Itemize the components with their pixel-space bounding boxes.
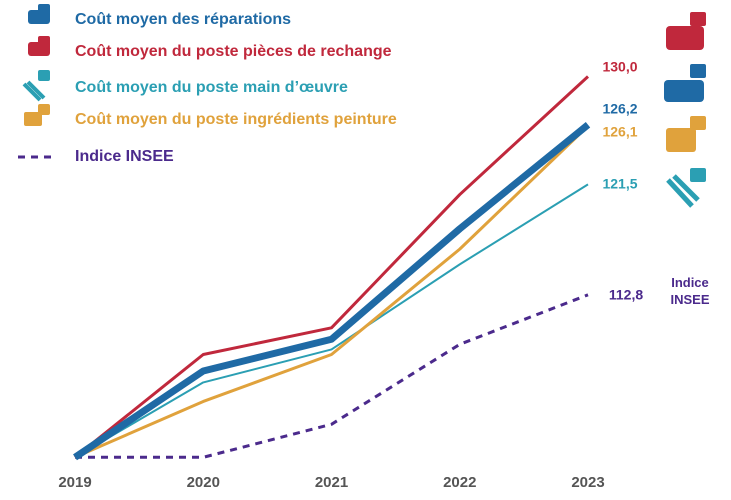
legend-label: Coût moyen des réparations (75, 11, 291, 28)
x-tick-label: 2020 (187, 474, 220, 491)
legend-label: Coût moyen du poste ingrédients peinture (75, 111, 397, 128)
value-label: 112,8 (609, 287, 643, 303)
legend-icons (22, 4, 50, 126)
legend-label: Coût moyen du poste main d’œuvre (75, 79, 348, 96)
value-label: 130,0 (602, 59, 637, 75)
x-tick-label: 2019 (58, 474, 91, 491)
series-line (75, 293, 589, 459)
legend-label: Indice INSEE (75, 148, 174, 165)
series-line (74, 183, 589, 459)
value-label: 126,2 (602, 101, 637, 117)
value-label: 121,5 (602, 176, 637, 192)
annotation: Indice INSEE (670, 275, 710, 307)
value-label: 126,1 (602, 124, 637, 140)
legend-label: Coût moyen du poste pièces de rechange (75, 43, 392, 60)
series-line (74, 124, 590, 459)
x-tick-label: 2023 (571, 474, 604, 491)
x-tick-label: 2022 (443, 474, 476, 491)
x-tick-label: 2021 (315, 474, 348, 491)
side-icons (664, 12, 706, 208)
series-line (73, 122, 591, 461)
series-line (74, 75, 590, 459)
